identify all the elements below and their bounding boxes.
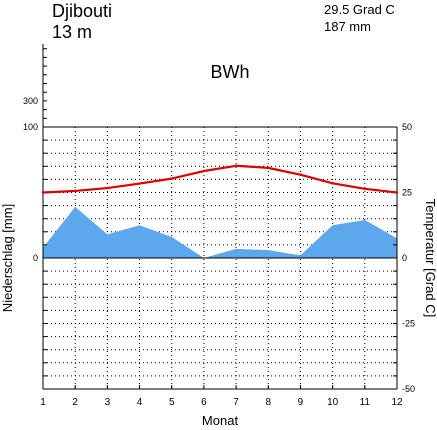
x-tick-label: 2 xyxy=(72,397,78,408)
temperature-point xyxy=(331,182,334,185)
temperature-point xyxy=(138,182,141,185)
right-tick-label: -50 xyxy=(402,384,415,394)
right-tick-label: 0 xyxy=(402,253,407,263)
climate-classification: BWh xyxy=(210,62,249,82)
station-name: Djibouti xyxy=(52,1,112,21)
x-tick-label: 5 xyxy=(169,397,175,408)
temperature-point xyxy=(234,164,238,167)
annual-temperature: 29.5 Grad C xyxy=(324,2,395,17)
left-extension-tick-label: 300 xyxy=(23,96,38,106)
temperature-point xyxy=(73,189,77,193)
x-tick-label: 10 xyxy=(327,397,339,408)
right-tick-label: -25 xyxy=(402,319,415,329)
precipitation-area xyxy=(43,206,397,258)
temperature-line xyxy=(42,164,398,194)
temperature-point xyxy=(202,169,206,173)
left-tick-label: 0 xyxy=(33,253,38,263)
temperature-point xyxy=(106,186,109,190)
left-axis-label: Niederschlag [mm] xyxy=(0,204,15,312)
temperature-point xyxy=(41,191,45,194)
precipitation-layer xyxy=(43,206,397,258)
x-tick-label: 8 xyxy=(265,397,271,408)
right-tick-label: 25 xyxy=(402,188,412,198)
right-axis-label: Temperatur [Grad C] xyxy=(423,199,437,318)
station-elevation: 13 m xyxy=(52,22,92,42)
annual-precipitation: 187 mm xyxy=(324,19,371,34)
x-tick-label: 12 xyxy=(391,397,403,408)
x-tick-label: 4 xyxy=(137,397,143,408)
temperature-point xyxy=(299,173,302,176)
grid xyxy=(43,127,397,389)
temperature-point xyxy=(170,177,173,180)
left-tick-label: 100 xyxy=(23,122,38,132)
temperature-layer xyxy=(41,164,399,194)
x-tick-label: 7 xyxy=(233,397,239,408)
temperature-point xyxy=(395,191,399,194)
x-tick-label: 9 xyxy=(298,397,304,408)
temperature-point xyxy=(363,187,367,191)
x-tick-label: 3 xyxy=(105,397,111,408)
x-tick-label: 11 xyxy=(360,397,371,408)
temperature-point xyxy=(267,166,270,170)
x-axis-label: Monat xyxy=(202,413,239,428)
right-tick-label: 50 xyxy=(402,122,412,132)
x-tick-label: 6 xyxy=(201,397,207,408)
x-tick-label: 1 xyxy=(40,397,46,408)
